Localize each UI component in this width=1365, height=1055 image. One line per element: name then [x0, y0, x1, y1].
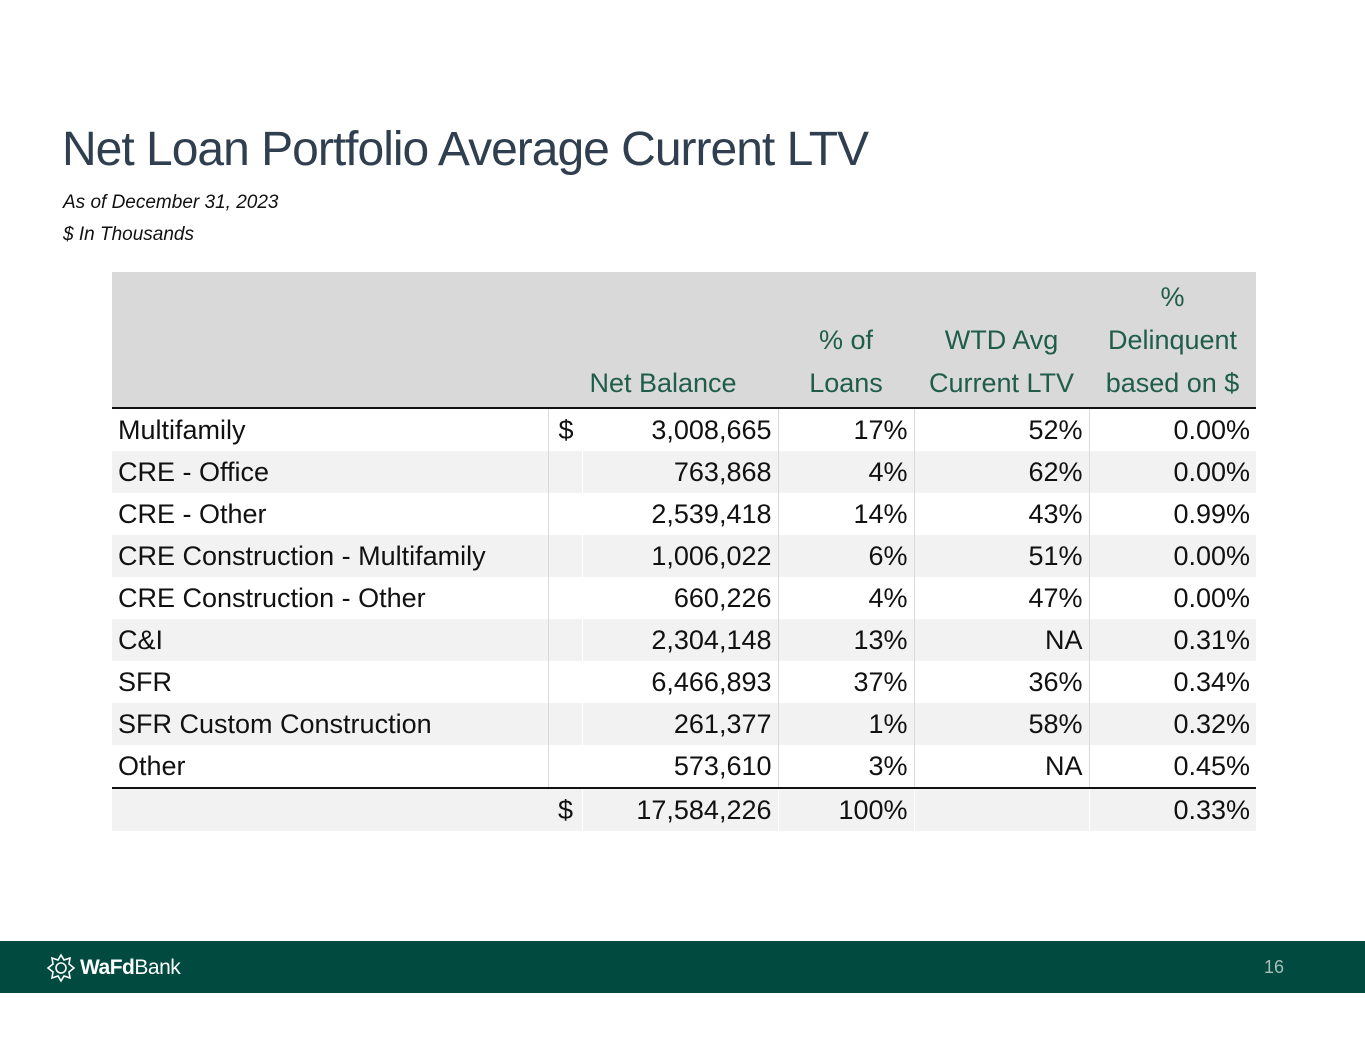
- delinquent-value: 0.00%: [1088, 535, 1256, 577]
- currency-symbol: [548, 535, 582, 577]
- table-row: SFR Custom Construction 261,377 1% 58% 0…: [112, 703, 1256, 745]
- currency-symbol: [548, 661, 582, 703]
- header-net-balance: Net Balance: [548, 272, 778, 409]
- pct-of-loans-value: 37%: [777, 661, 915, 703]
- ltv-table: Net Balance % of Loans WTD Avg Current LTV…: [112, 272, 1256, 831]
- delinquent-value: 0.31%: [1088, 619, 1256, 661]
- pct-of-loans-value: 14%: [777, 493, 915, 535]
- wafd-emblem-icon: [46, 953, 76, 983]
- currency-symbol: [548, 577, 582, 619]
- pct-of-loans-value: 1%: [777, 703, 915, 745]
- currency-symbol: [548, 619, 582, 661]
- table-row: CRE Construction - Multifamily 1,006,022…: [112, 535, 1256, 577]
- table-header-row: Net Balance % of Loans WTD Avg Current LTV…: [112, 272, 1256, 409]
- net-balance-value: 573,610: [581, 745, 779, 788]
- currency-symbol: [548, 493, 582, 535]
- units-note: $ In Thousands: [63, 224, 194, 245]
- table-row: CRE - Other 2,539,418 14% 43% 0.99%: [112, 493, 1256, 535]
- as-of-date: As of December 31, 2023: [63, 192, 279, 213]
- row-label: Other: [112, 745, 549, 788]
- ltv-value: 52%: [913, 408, 1090, 451]
- currency-symbol: [548, 703, 582, 745]
- ltv-value: 58%: [913, 703, 1090, 745]
- ltv-value: 62%: [913, 451, 1090, 493]
- table-row: SFR 6,466,893 37% 36% 0.34%: [112, 661, 1256, 703]
- currency-symbol: [548, 745, 582, 788]
- delinquent-value: 0.00%: [1088, 451, 1256, 493]
- footer-bar: WaFdBank 16: [0, 941, 1365, 993]
- row-label: CRE Construction - Multifamily: [112, 535, 549, 577]
- pct-of-loans-value: 6%: [777, 535, 915, 577]
- slide-title: Net Loan Portfolio Average Current LTV: [62, 123, 869, 176]
- ltv-value: 43%: [913, 493, 1090, 535]
- row-label: CRE - Other: [112, 493, 549, 535]
- header-wtd-avg-ltv: WTD Avg Current LTV: [914, 272, 1089, 409]
- pct-of-loans-value: 3%: [777, 745, 915, 788]
- net-balance-value: 6,466,893: [581, 661, 779, 703]
- delinquent-value: 0.34%: [1088, 661, 1256, 703]
- row-label: SFR Custom Construction: [112, 703, 549, 745]
- total-delinquent: 0.33%: [1088, 787, 1256, 831]
- total-pct-of-loans: 100%: [777, 787, 914, 831]
- net-balance-value: 763,868: [581, 451, 779, 493]
- row-label: CRE - Office: [112, 451, 549, 493]
- delinquent-value: 0.99%: [1088, 493, 1256, 535]
- header-pct-of-loans: % of Loans: [778, 272, 914, 409]
- ltv-value: 47%: [913, 577, 1090, 619]
- currency-symbol: [548, 451, 582, 493]
- delinquent-value: 0.00%: [1088, 577, 1256, 619]
- ltv-value: NA: [913, 745, 1090, 788]
- page-number: 16: [1263, 957, 1284, 977]
- net-balance-value: 660,226: [581, 577, 779, 619]
- table-row: CRE Construction - Other 660,226 4% 47% …: [112, 577, 1256, 619]
- pct-of-loans-value: 4%: [777, 451, 915, 493]
- net-balance-value: 3,008,665: [581, 408, 779, 451]
- row-label: C&I: [112, 619, 549, 661]
- net-balance-value: 2,539,418: [581, 493, 779, 535]
- pct-of-loans-value: 4%: [777, 577, 915, 619]
- total-label: [112, 787, 548, 831]
- ltv-value: 36%: [913, 661, 1090, 703]
- net-balance-value: 2,304,148: [581, 619, 779, 661]
- ltv-value: 51%: [913, 535, 1090, 577]
- net-balance-value: 261,377: [581, 703, 779, 745]
- table-row: C&I 2,304,148 13% NA 0.31%: [112, 619, 1256, 661]
- row-label: CRE Construction - Other: [112, 577, 549, 619]
- total-ltv: [913, 787, 1089, 831]
- pct-of-loans-value: 17%: [777, 408, 915, 451]
- table-row: CRE - Office 763,868 4% 62% 0.00%: [112, 451, 1256, 493]
- total-currency-symbol: $: [548, 787, 582, 831]
- table-row: Other 573,610 3% NA 0.45%: [112, 745, 1256, 788]
- delinquent-value: 0.32%: [1088, 703, 1256, 745]
- header-pct-delinquent: % Delinquent based on $: [1089, 272, 1256, 409]
- total-net-balance: 17,584,226: [581, 787, 778, 831]
- wafd-bank-logo: WaFdBank: [46, 953, 181, 983]
- pct-of-loans-value: 13%: [777, 619, 915, 661]
- currency-symbol: $: [548, 408, 582, 451]
- table-row: Multifamily $ 3,008,665 17% 52% 0.00%: [112, 408, 1256, 451]
- logo-wordmark: WaFdBank: [80, 956, 181, 979]
- total-row: $ 17,584,226 100% 0.33%: [112, 787, 1256, 831]
- header-category: [112, 272, 548, 409]
- net-balance-value: 1,006,022: [581, 535, 779, 577]
- delinquent-value: 0.00%: [1088, 408, 1256, 451]
- delinquent-value: 0.45%: [1088, 745, 1256, 788]
- ltv-value: NA: [913, 619, 1090, 661]
- row-label: SFR: [112, 661, 549, 703]
- row-label: Multifamily: [112, 408, 549, 451]
